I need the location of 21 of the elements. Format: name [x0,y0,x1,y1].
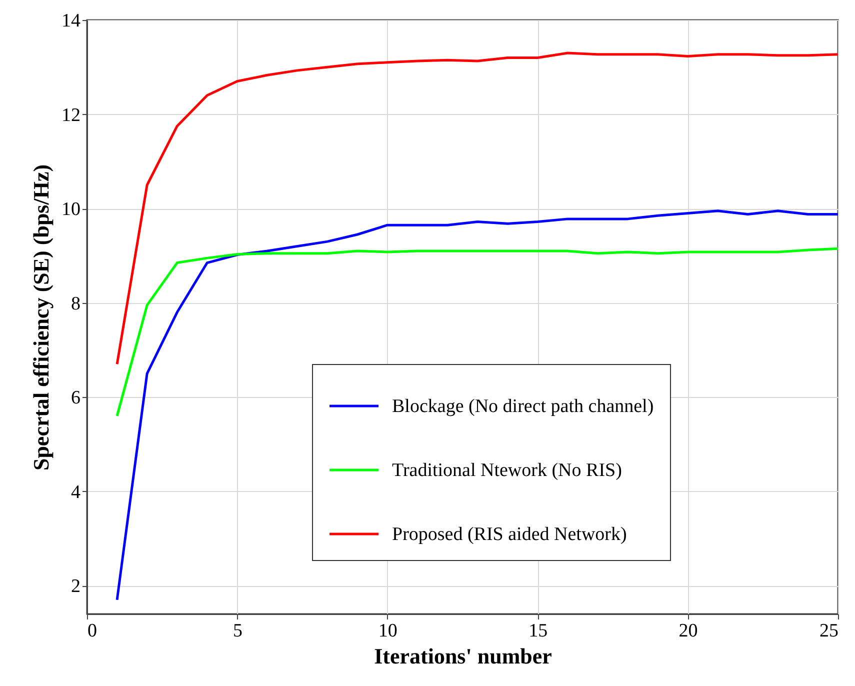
y-tick-label: 4 [71,482,81,503]
y-tick-label: 8 [71,293,80,314]
legend-label: Traditional Ntework (No RIS) [392,460,622,481]
x-tick-label: 10 [378,620,398,642]
legend-label: Proposed (RIS aided Network) [392,524,627,545]
x-tick-label: 20 [678,620,698,642]
y-axis-title: Specrtal efficiency (SE) (bps/Hz) [28,164,54,471]
y-tick-label: 12 [62,104,80,126]
y-tick-label: 2 [71,576,80,598]
x-tick-label: 25 [820,620,838,642]
y-tick-label: 10 [62,199,80,220]
x-axis-title: Iterations' number [374,644,552,668]
x-tick-label: 5 [232,620,242,642]
y-tick-label: 6 [71,388,80,409]
legend-label: Blockage (No direct path channel) [392,396,654,417]
y-tick-label: 14 [62,10,81,32]
line-series [116,210,840,602]
x-tick-label: 15 [528,620,548,642]
x-tick-label: 0 [88,620,97,642]
line-series [116,247,840,418]
line-series [116,52,840,366]
